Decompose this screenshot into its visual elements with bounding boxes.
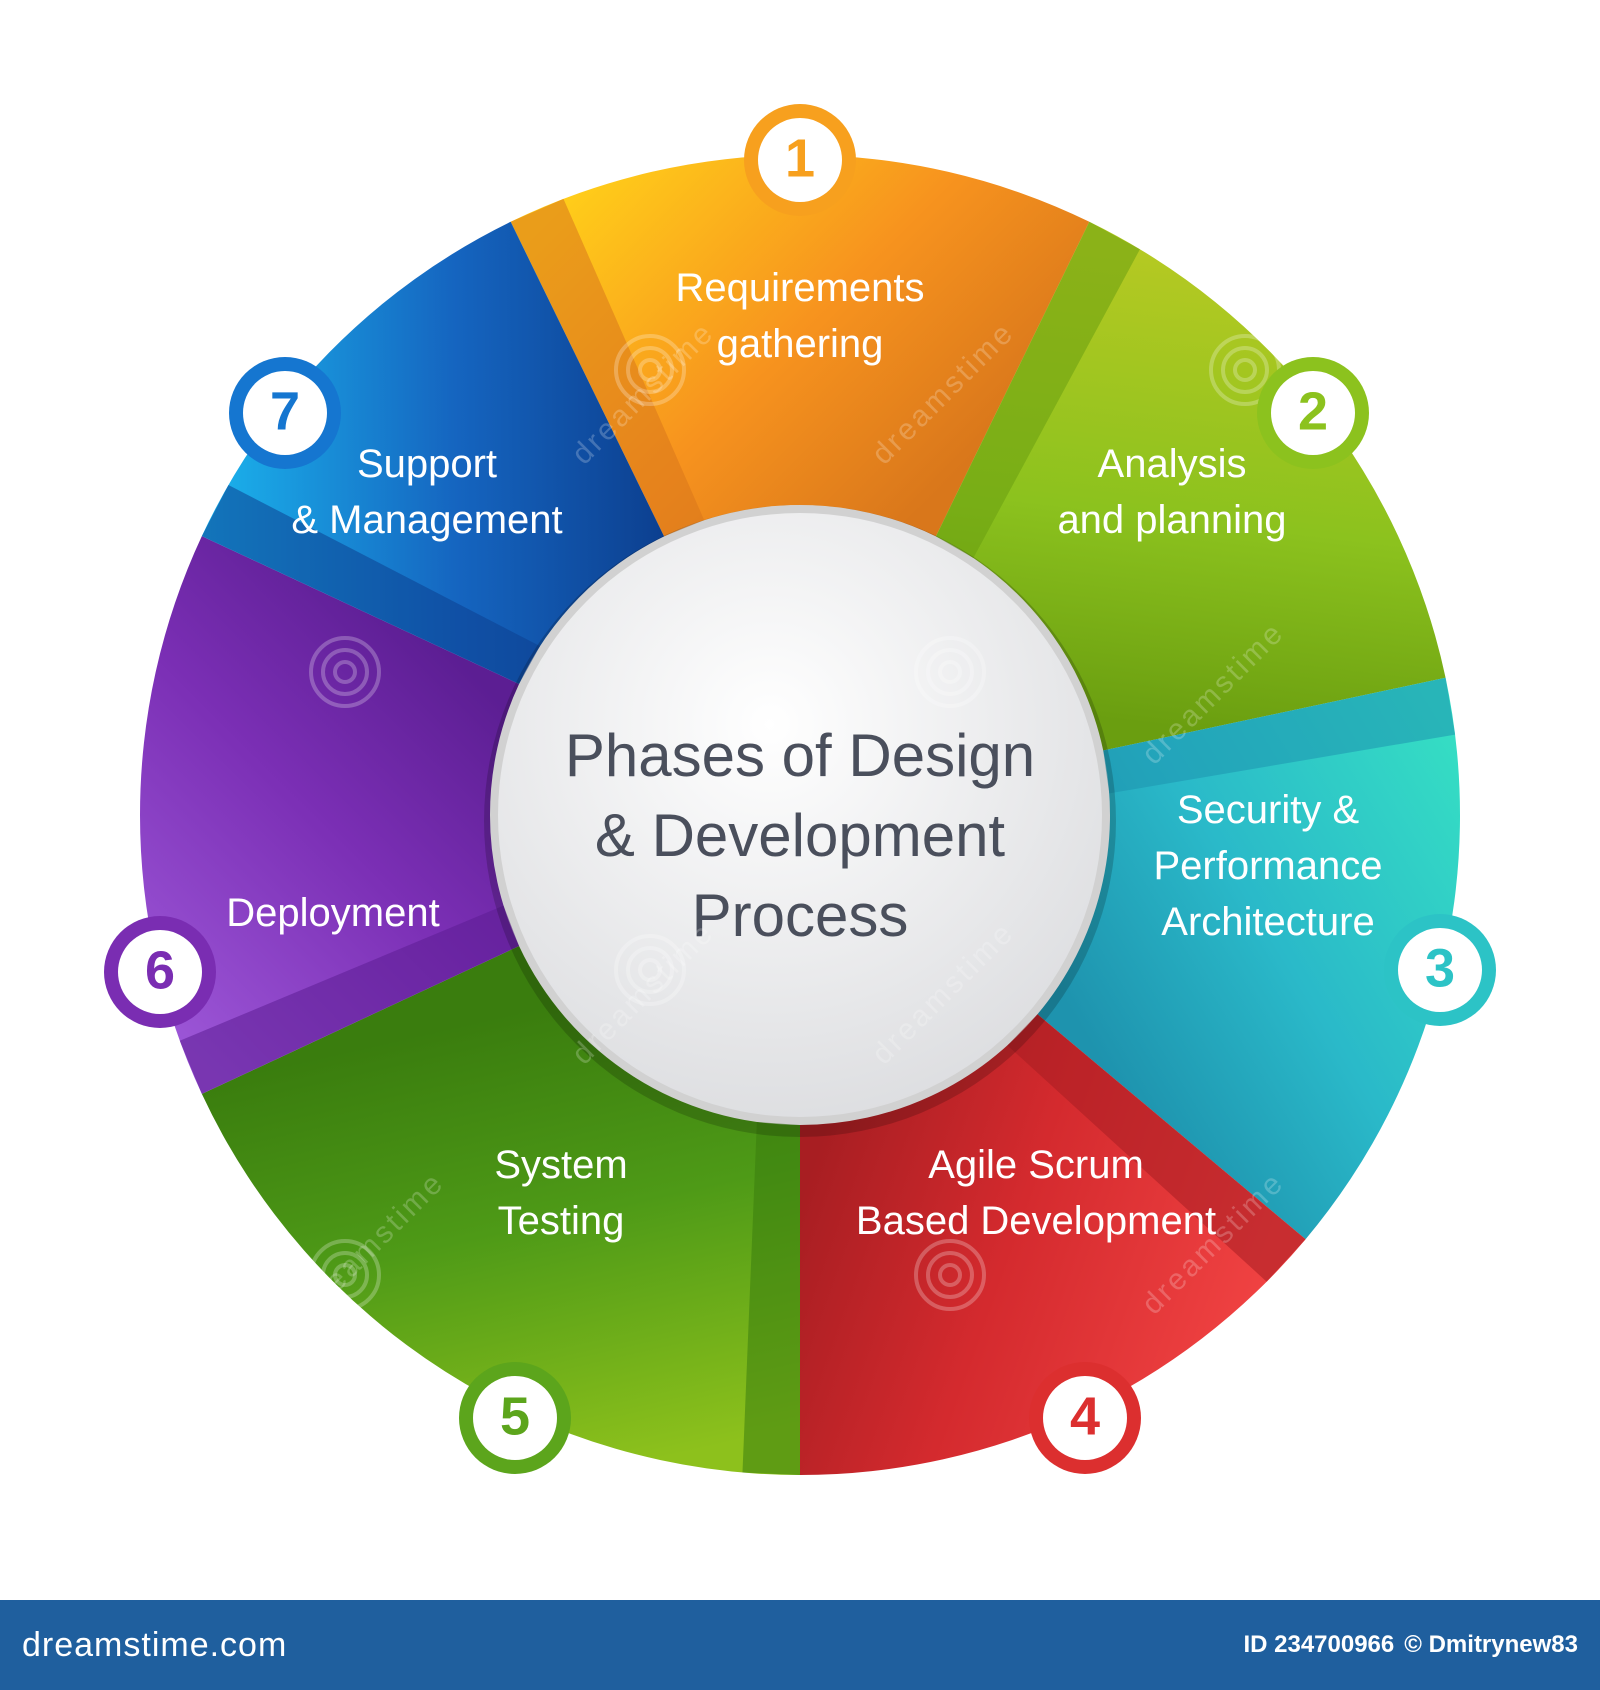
badge-number-6: 6	[145, 940, 175, 1000]
watermark-swirl	[309, 1239, 381, 1311]
badge-face-1	[758, 118, 842, 202]
segment-agile-scrum-based-development	[800, 1014, 1306, 1475]
watermark-swirl	[1233, 358, 1257, 382]
author-credit: © Dmitrynew83	[1404, 1631, 1578, 1658]
label-analysis-and-planning: Analysis and planning	[1057, 442, 1286, 542]
badge-number-1: 1	[785, 128, 815, 188]
segment-fold-requirements-gathering	[510, 198, 705, 537]
badge-number-3: 3	[1425, 938, 1455, 998]
footer-brand: dreamstime.com	[22, 1625, 288, 1664]
badge-face-2	[1271, 371, 1355, 455]
label-requirements-gathering: Requirements gathering	[675, 266, 924, 366]
segment-fold-support-and-management	[201, 485, 541, 684]
segment-fold-deployment	[179, 905, 520, 1094]
footer-credit: ID 234700966 © Dmitrynew83	[1243, 1631, 1578, 1659]
watermark-swirl	[938, 660, 962, 684]
phase-labels: Requirements gathering Analysis and plannin…	[226, 266, 1382, 1243]
badge-6: 6	[104, 916, 216, 1028]
image-id: ID 234700966	[1243, 1631, 1395, 1658]
label-system-testing: System Testing	[494, 1143, 627, 1243]
watermark-swirl	[938, 1263, 962, 1287]
badge-face-6	[118, 930, 202, 1014]
badge-number-4: 4	[1070, 1386, 1100, 1446]
badge-7: 7	[229, 357, 341, 469]
footer-bar: dreamstime.com ID 234700966 © Dmitrynew8…	[0, 1600, 1600, 1690]
watermark-swirl	[333, 660, 357, 684]
segment-fold-system-testing	[742, 1121, 800, 1475]
phase-badges: 1 2 3 4 5 6 7	[104, 104, 1496, 1474]
watermark-swirl	[321, 1251, 369, 1299]
wheel-segments	[139, 155, 1460, 1475]
watermark-swirl	[914, 636, 986, 708]
badge-face-4	[1043, 1376, 1127, 1460]
watermark-swirl	[914, 1239, 986, 1311]
label-deployment: Deployment	[226, 891, 439, 935]
segment-fold-agile-scrum-based-development	[1007, 1014, 1306, 1282]
label-security-and-performance-architecture: Security & Performance Architecture	[1154, 788, 1383, 944]
watermark-swirl	[926, 648, 974, 696]
watermark-swirl	[926, 1251, 974, 1299]
badge-3: 3	[1384, 914, 1496, 1026]
watermark-swirl	[321, 648, 369, 696]
watermark-swirl	[626, 346, 674, 394]
watermark-swirl	[614, 334, 686, 406]
segment-security-and-performance-architecture	[1037, 677, 1460, 1240]
segment-system-testing	[201, 946, 800, 1475]
badge-number-7: 7	[270, 381, 300, 441]
center-disc	[498, 513, 1102, 1117]
badge-number-5: 5	[500, 1386, 530, 1446]
badge-face-5	[473, 1376, 557, 1460]
watermark-swirl	[614, 934, 686, 1006]
badge-2: 2	[1257, 357, 1369, 469]
watermark-swirl	[333, 1263, 357, 1287]
center-circle: Phases of Design & Development Process	[484, 505, 1116, 1137]
label-support-and-management: Support & Management	[291, 442, 562, 542]
watermark-swirl	[1221, 346, 1269, 394]
label-agile-scrum-based-development: Agile Scrum Based Development	[856, 1143, 1216, 1243]
watermark-swirl	[638, 958, 662, 982]
badge-face-7	[243, 371, 327, 455]
badge-5: 5	[459, 1362, 571, 1474]
badge-4: 4	[1029, 1362, 1141, 1474]
segment-fold-security-and-performance-architecture	[1103, 677, 1456, 794]
badge-1: 1	[744, 104, 856, 216]
watermark-swirl	[626, 946, 674, 994]
badge-face-3	[1398, 928, 1482, 1012]
phases-diagram: Phases of Design & Development Process dre…	[104, 104, 1496, 1475]
segment-fold-analysis-and-planning	[935, 221, 1140, 558]
watermark-swirl	[638, 358, 662, 382]
watermark-swirl	[309, 636, 381, 708]
badge-number-2: 2	[1298, 381, 1328, 441]
center-title: Phases of Design & Development Process	[565, 722, 1035, 949]
